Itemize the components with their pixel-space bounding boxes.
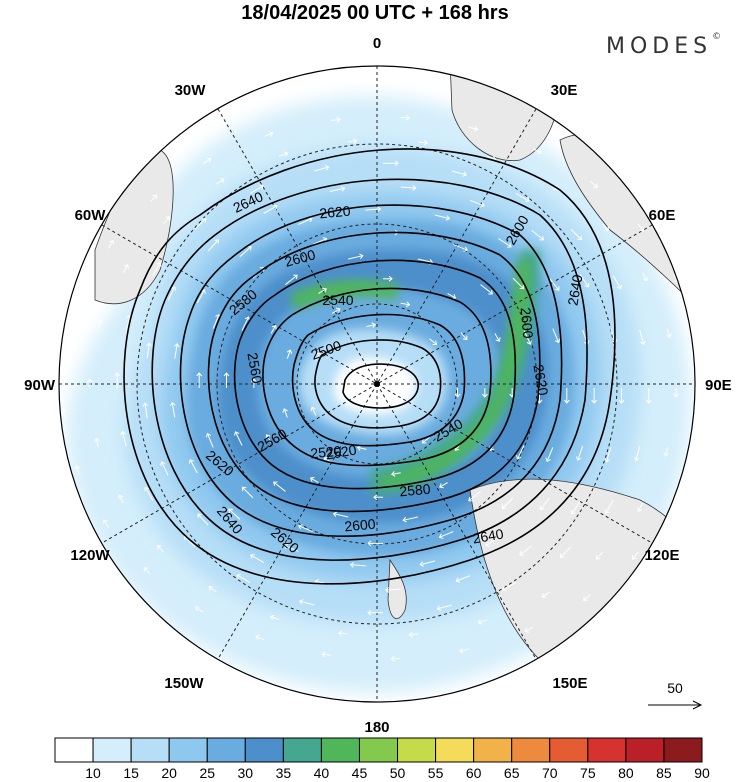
- colorbar-tick-label: 70: [542, 765, 558, 781]
- geopotential-contours: [123, 148, 616, 585]
- contour-label: 2640: [471, 525, 505, 546]
- contour-label: 2620: [530, 363, 551, 397]
- colorbar-swatch: [54, 737, 94, 763]
- colorbar-tick-label: 50: [390, 765, 406, 781]
- colorbar-tick-label: 25: [199, 765, 215, 781]
- modes-logo: MODES©: [606, 32, 722, 59]
- colorbar-swatch: [244, 737, 284, 763]
- lon-label-60w: 60W: [75, 207, 107, 224]
- colorbar-swatch: [168, 737, 208, 763]
- lon-label-90w: 90W: [24, 377, 56, 394]
- colorbar-swatch: [282, 737, 322, 763]
- contour-label: 2600: [283, 246, 317, 270]
- colorbar-swatch: [130, 737, 170, 763]
- colorbar-swatch: [435, 737, 475, 763]
- lon-label-150w: 150W: [164, 675, 204, 692]
- reference-vector: 50: [648, 680, 703, 710]
- longitude-labels: 0 30E 60E 90E 120E 150E 180 150W 120W 90…: [24, 35, 732, 736]
- map-boundary: [58, 65, 696, 703]
- lon-label-0: 0: [373, 35, 381, 52]
- colorbar-swatch: [397, 737, 437, 763]
- colorbar-swatch: [511, 737, 551, 763]
- colorbar-swatch: [206, 737, 246, 763]
- colorbar-tick-label: 80: [618, 765, 634, 781]
- colorbar-tick-label: 20: [161, 765, 177, 781]
- contour-label: 2520: [324, 441, 358, 462]
- contour-label: 2600: [518, 307, 537, 340]
- lon-label-90e: 90E: [705, 377, 732, 394]
- wind-vectors: [60, 114, 695, 662]
- colorbar-swatch: [92, 737, 132, 763]
- colorbar: 10 15 20 25 30 35 40 45 50 55 60 65 70 75 80 85 90: [54, 737, 710, 781]
- colorbar-tick-label: 15: [123, 765, 139, 781]
- colorbar-swatch: [358, 737, 399, 763]
- map-title: 18/04/2025 00 UTC + 168 hrs: [241, 2, 509, 24]
- colorbar-tick-label: 65: [504, 765, 520, 781]
- colorbar-tick-label: 90: [694, 765, 710, 781]
- lon-label-120e: 120E: [644, 547, 679, 564]
- contour-label: 2640: [564, 273, 585, 307]
- colorbar-swatch: [587, 737, 627, 763]
- colorbar-swatch: [625, 737, 665, 763]
- colorbar-swatch: [473, 737, 513, 763]
- lon-label-180: 180: [364, 719, 389, 736]
- lon-label-30w: 30W: [175, 82, 207, 99]
- colorbar-tick-label: 45: [352, 765, 368, 781]
- colorbar-tick-label: 55: [428, 765, 444, 781]
- lon-label-150e: 150E: [552, 675, 587, 692]
- colorbar-tick-label: 30: [238, 765, 254, 781]
- colorbar-swatch: [549, 737, 589, 763]
- contour-label: 2580: [399, 481, 432, 500]
- contour-label: 2620: [319, 203, 352, 222]
- contour-label: 2540: [322, 292, 353, 308]
- north-pole-marker: [374, 381, 380, 387]
- colorbar-tick-label: 40: [314, 765, 330, 781]
- colorbar-tick-label: 85: [656, 765, 672, 781]
- lon-label-120w: 120W: [70, 547, 110, 564]
- reference-vector-label: 50: [667, 680, 683, 696]
- colorbar-tick-label: 10: [85, 765, 101, 781]
- colorbar-tick-label: 60: [466, 765, 482, 781]
- contour-label: 2600: [344, 516, 377, 535]
- contour-label: 2520: [310, 443, 343, 462]
- lon-label-30e: 30E: [551, 82, 578, 99]
- contour-label: 2560: [244, 351, 265, 385]
- colorbar-swatch: [663, 737, 703, 763]
- lon-label-60e: 60E: [649, 207, 676, 224]
- colorbar-tick-label: 75: [580, 765, 596, 781]
- colorbar-swatch: [320, 737, 360, 763]
- colorbar-tick-label: 35: [276, 765, 292, 781]
